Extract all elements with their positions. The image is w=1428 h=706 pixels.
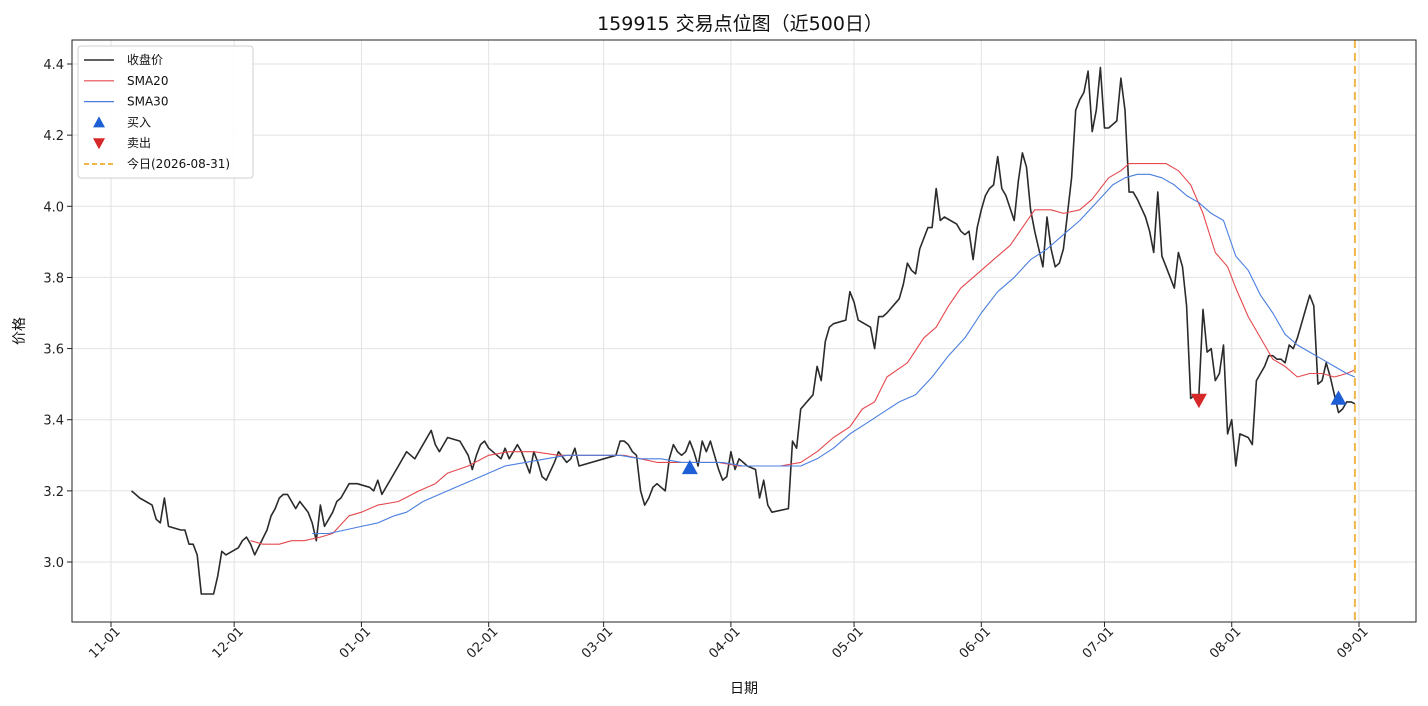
x-tick-label: 07-01	[1080, 624, 1117, 661]
y-tick-label: 3.6	[43, 343, 64, 358]
y-tick-label: 4.2	[43, 129, 64, 144]
series-line-sma30	[312, 173, 1356, 535]
series-line-sma20	[250, 163, 1356, 545]
x-tick-label: 06-01	[957, 624, 994, 661]
x-tick-label: 08-01	[1207, 624, 1244, 661]
y-axis-ticks: 3.0 3.2 3.4 3.6 3.8 4.0 4.2 4.4	[43, 58, 72, 571]
legend-label-today: 今日(2026-08-31)	[127, 156, 230, 171]
x-tick-label: 05-01	[829, 624, 866, 661]
legend-label-sma30: SMA30	[127, 95, 168, 109]
x-tick-label: 02-01	[464, 624, 501, 661]
x-axis-ticks: 11-01 12-01 01-01 02-01 03-01 04-01 05-01 06-01…	[86, 622, 1372, 662]
x-axis-label: 日期	[730, 681, 758, 697]
y-tick-label: 4.0	[43, 200, 64, 215]
sell-marker	[1190, 393, 1207, 409]
legend-label-close: 收盘价	[127, 52, 163, 67]
grid	[72, 40, 1416, 622]
plot-frame	[71, 39, 1417, 623]
legend-label-buy: 买入	[127, 115, 151, 129]
x-tick-label: 01-01	[337, 624, 374, 661]
y-tick-label: 3.8	[43, 271, 64, 286]
series-line-close	[130, 66, 1356, 595]
marker-layer	[681, 40, 1356, 622]
y-axis-label: 价格	[12, 317, 28, 345]
series-layer	[130, 66, 1356, 595]
x-tick-label: 03-01	[579, 624, 616, 661]
y-tick-label: 3.4	[43, 414, 64, 429]
x-tick-label: 04-01	[706, 624, 743, 661]
buy-marker	[1330, 390, 1347, 405]
x-tick-label: 11-01	[86, 624, 123, 661]
y-tick-label: 3.0	[43, 556, 64, 571]
buy-marker	[681, 459, 698, 475]
x-tick-label: 12-01	[210, 624, 247, 661]
y-tick-label: 3.2	[43, 485, 64, 500]
legend-label-sell: 卖出	[127, 136, 151, 150]
legend-swatch-buy	[93, 116, 105, 128]
legend-label-sma20: SMA20	[127, 74, 168, 88]
legend-swatch-sell	[93, 138, 105, 150]
chart-title: 159915 交易点位图（近500日）	[597, 13, 883, 35]
legend-box	[77, 45, 254, 179]
y-tick-label: 4.4	[43, 58, 64, 73]
x-tick-label: 09-01	[1334, 624, 1371, 661]
